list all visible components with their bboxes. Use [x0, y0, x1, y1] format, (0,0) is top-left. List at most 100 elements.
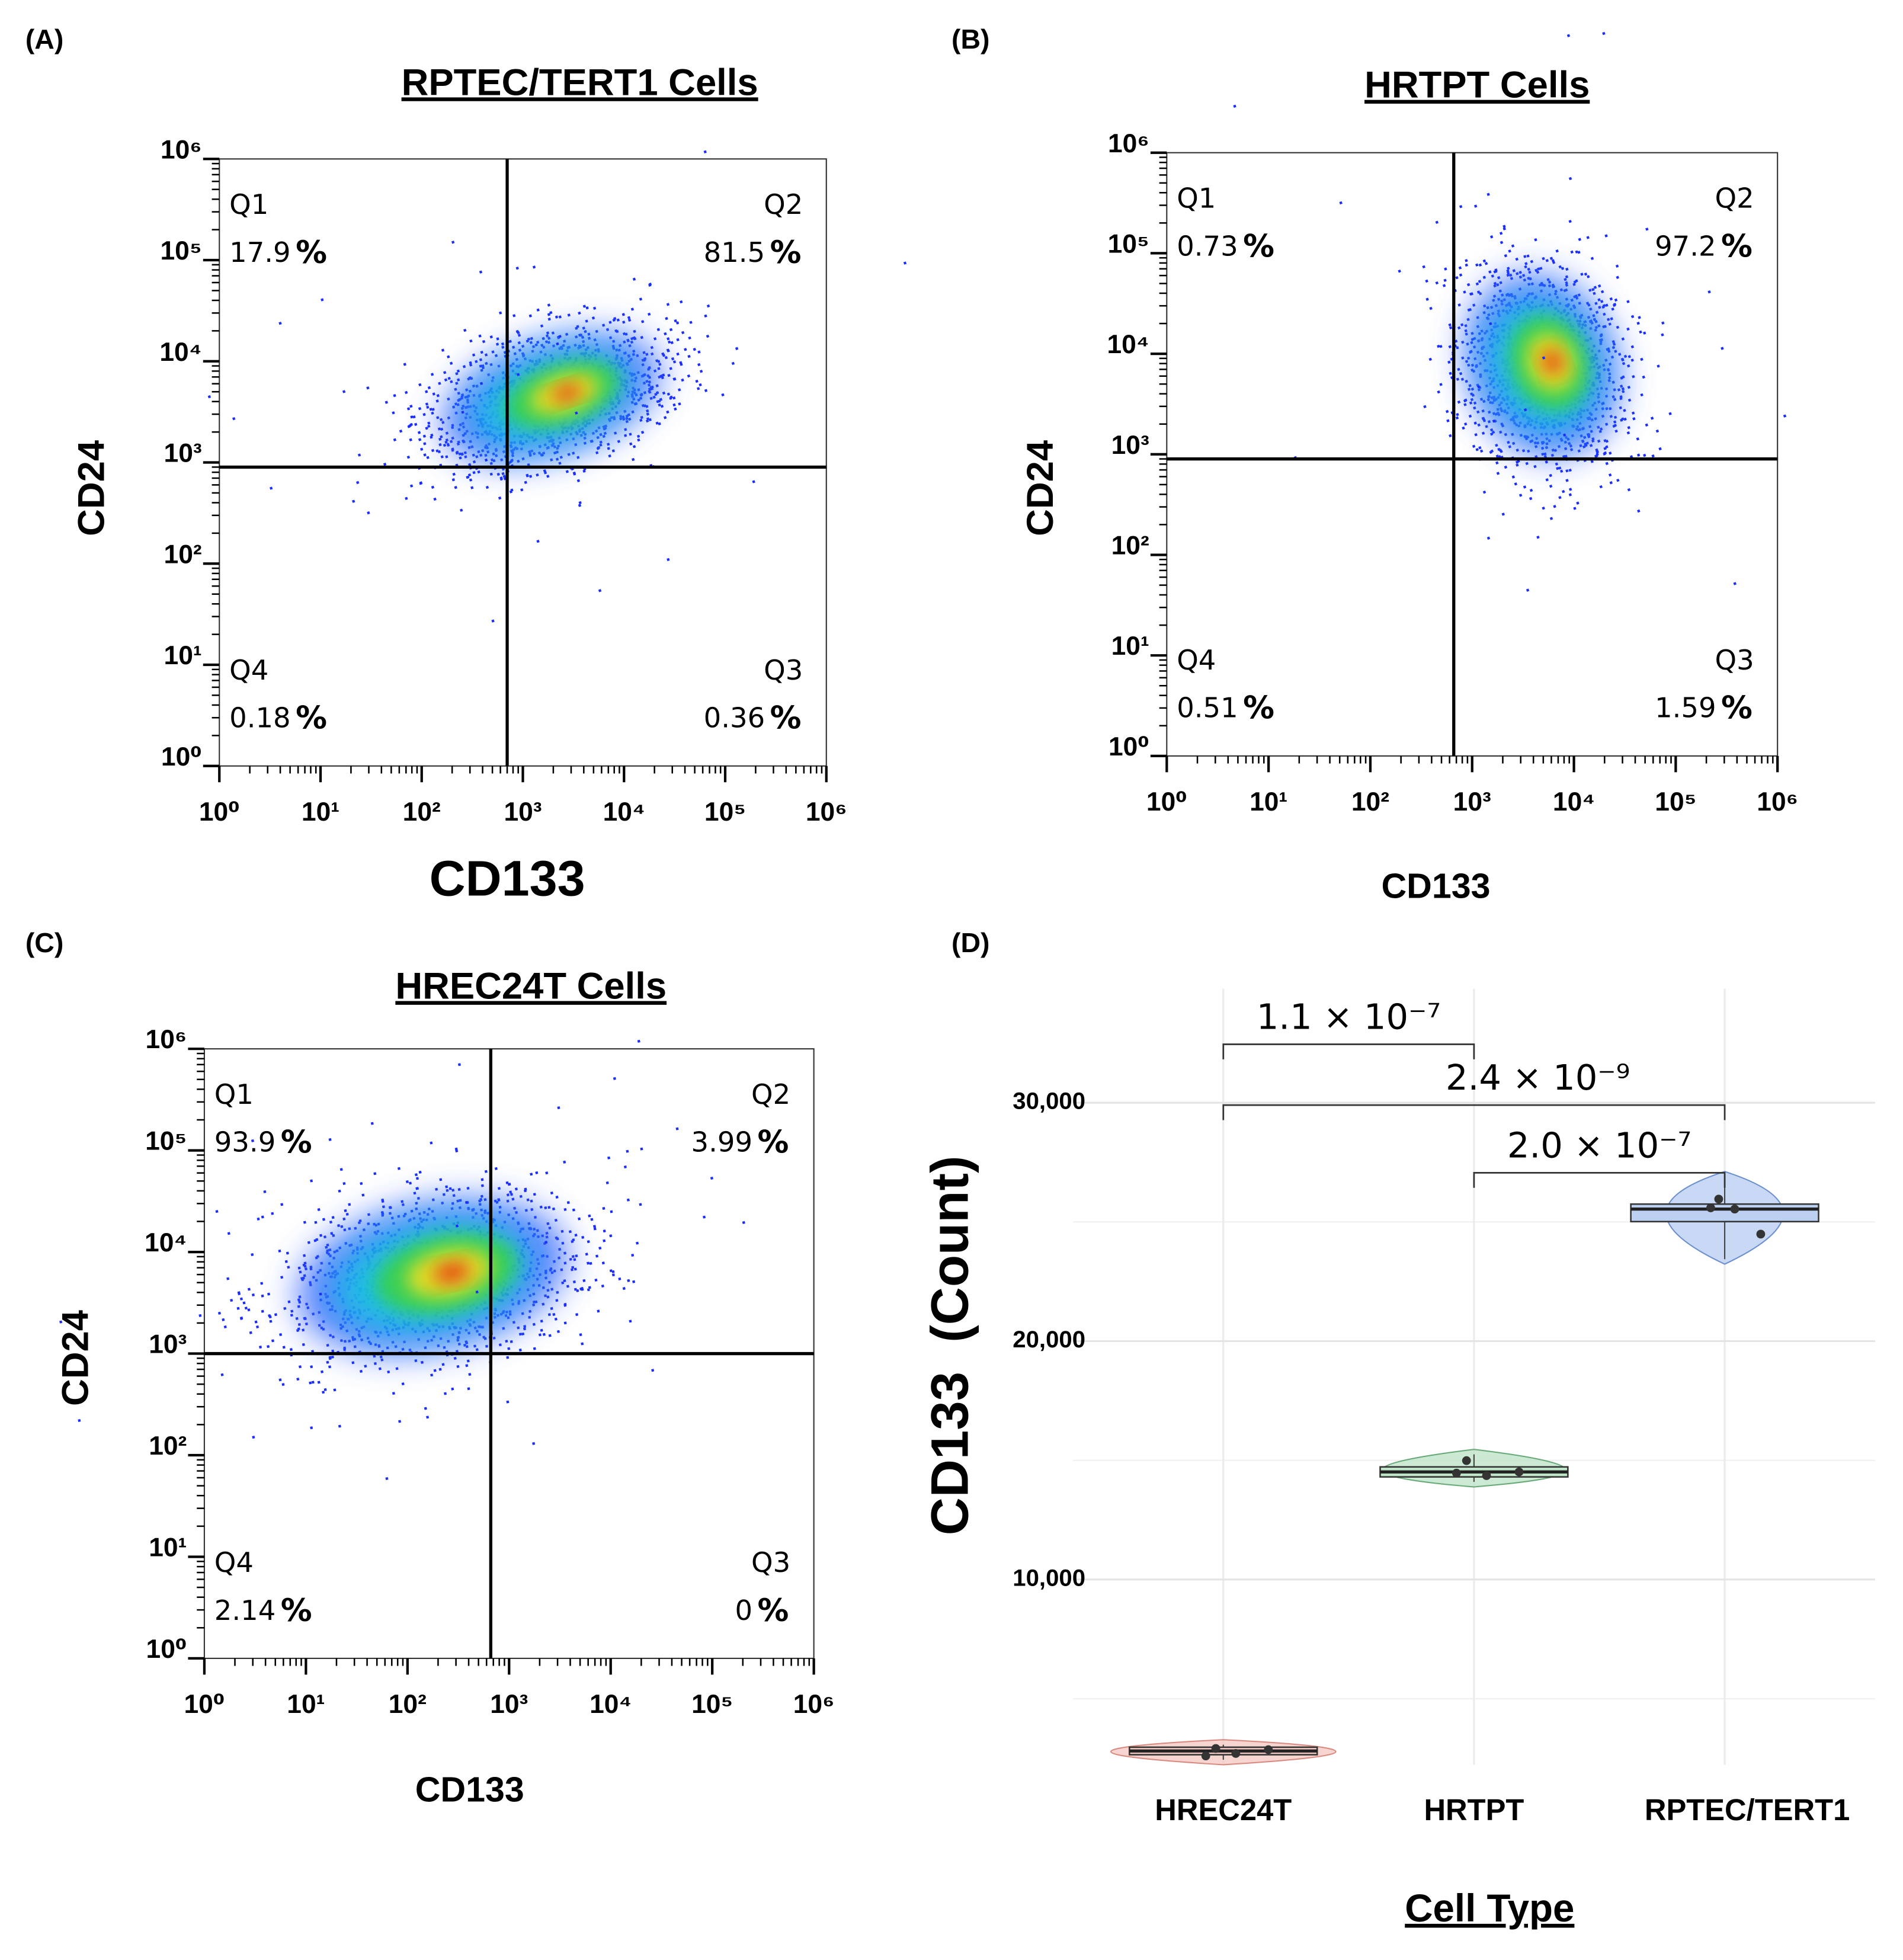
event-dot	[397, 1167, 401, 1170]
event-dot	[452, 1194, 456, 1197]
event-dot	[455, 371, 459, 376]
event-dot	[1565, 267, 1569, 271]
event-dot	[518, 1349, 522, 1352]
density-cloud	[1233, 31, 1787, 592]
event-dot	[469, 478, 473, 482]
event-dot	[1521, 449, 1526, 453]
event-dot	[530, 337, 533, 340]
event-dot	[297, 1323, 301, 1327]
event-dot	[536, 473, 539, 477]
event-dot	[331, 1216, 335, 1219]
event-dot	[650, 345, 653, 350]
quadrant-unit: %	[757, 1124, 789, 1160]
event-dot	[1478, 280, 1482, 283]
event-dot	[1536, 270, 1540, 274]
event-dot	[1609, 451, 1612, 455]
event-dot	[667, 337, 670, 341]
event-dot	[646, 412, 649, 416]
event-dot	[560, 1229, 564, 1233]
quadrant-percent: 81.5%	[704, 234, 802, 270]
quadrant-name: Q4	[214, 1546, 254, 1578]
event-dot	[656, 328, 660, 331]
event-dot	[1643, 453, 1646, 457]
event-dot	[1558, 265, 1562, 269]
event-dot	[579, 1333, 582, 1337]
event-dot	[469, 339, 473, 343]
event-dot	[497, 1198, 501, 1202]
event-dot	[370, 1122, 374, 1125]
event-dot	[640, 415, 643, 419]
event-dot	[574, 1267, 577, 1271]
event-dot	[587, 1288, 590, 1292]
event-dot	[518, 1333, 522, 1336]
event-dot	[280, 1276, 284, 1279]
event-dot	[380, 1358, 384, 1362]
event-dot	[1620, 357, 1625, 361]
event-dot	[311, 1381, 315, 1384]
event-dot	[303, 1254, 306, 1257]
event-dot	[609, 1234, 613, 1238]
event-dot	[568, 1230, 572, 1234]
event-dot	[475, 1348, 479, 1351]
event-dot	[632, 445, 636, 449]
event-dot	[418, 406, 422, 411]
event-dot	[1549, 484, 1553, 488]
event-dot	[611, 1273, 615, 1277]
event-dot	[446, 443, 450, 446]
event-dot	[438, 437, 442, 441]
event-dot	[514, 1187, 518, 1191]
quadrant-percent: 1.59%	[1655, 690, 1753, 726]
event-dot	[669, 395, 673, 399]
event-dot	[1502, 225, 1506, 228]
event-dot	[1556, 466, 1559, 470]
event-dot	[1580, 273, 1584, 276]
event-dot	[1600, 300, 1604, 303]
event-dot	[278, 1249, 281, 1253]
event-dot	[524, 1189, 527, 1193]
event-dot	[207, 395, 212, 399]
event-dot	[582, 326, 585, 330]
event-dot	[1524, 262, 1528, 265]
event-dot	[1482, 419, 1486, 422]
event-dot	[385, 401, 388, 404]
event-dot	[637, 1039, 640, 1043]
event-dot	[1623, 417, 1627, 421]
quadrant-percent: 93.9%	[214, 1124, 312, 1160]
event-dot	[358, 1219, 362, 1223]
event-dot	[1468, 308, 1472, 312]
event-dot	[263, 1190, 267, 1193]
event-dot	[373, 1172, 377, 1176]
plot-frame	[219, 158, 827, 767]
event-dot	[585, 1253, 588, 1256]
event-dot	[261, 1309, 264, 1313]
event-dot	[217, 1311, 221, 1315]
event-dot	[573, 1258, 576, 1261]
event-dot	[1562, 433, 1566, 437]
event-dot	[1568, 488, 1572, 491]
event-dot	[678, 388, 681, 392]
event-dot	[351, 1361, 355, 1365]
event-dot	[598, 589, 602, 593]
event-dot	[406, 455, 411, 459]
event-dot	[1444, 267, 1447, 271]
event-dot	[1465, 259, 1468, 262]
x-tick-label: HREC24T	[1155, 1793, 1292, 1827]
event-dot	[1628, 398, 1632, 402]
x-axis-label: Cell Type	[1405, 1887, 1574, 1930]
event-dot	[320, 1370, 324, 1373]
event-dot	[1533, 465, 1537, 469]
event-dot	[389, 1206, 392, 1209]
event-dot	[445, 455, 448, 459]
event-dot	[558, 462, 562, 465]
event-dot	[1584, 272, 1588, 276]
event-dot	[540, 324, 544, 328]
event-dot	[576, 456, 580, 459]
event-dot	[238, 1292, 241, 1296]
event-dot	[1507, 267, 1510, 270]
event-dot	[441, 1363, 445, 1366]
event-dot	[1485, 425, 1488, 428]
event-dot	[588, 1286, 591, 1289]
event-dot	[1578, 238, 1581, 241]
event-dot	[592, 1225, 596, 1228]
